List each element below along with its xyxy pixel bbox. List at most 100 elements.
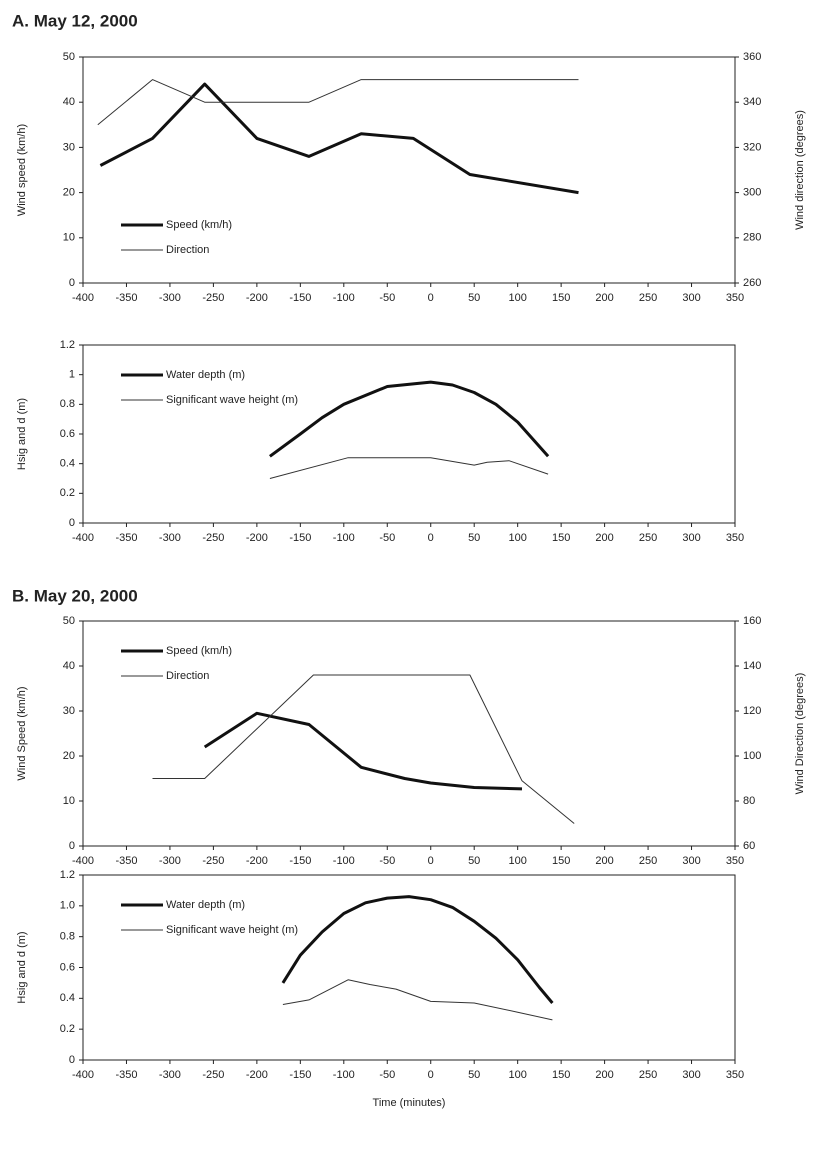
x-tick-label: 350 xyxy=(726,292,744,304)
legend-label: Direction xyxy=(166,244,209,256)
y-tick-label: 0 xyxy=(69,1054,75,1066)
legend-label: Speed (km/h) xyxy=(166,645,232,657)
x-tick-label: 250 xyxy=(639,1069,657,1081)
x-tick-label: 100 xyxy=(508,1069,526,1081)
x-tick-label: 150 xyxy=(552,855,570,867)
x-tick-label: 100 xyxy=(508,532,526,544)
x-tick-label: -150 xyxy=(289,532,311,544)
y2-tick-label: 320 xyxy=(743,141,761,153)
legend-label: Significant wave height (m) xyxy=(166,924,298,936)
x-tick-label: 150 xyxy=(552,532,570,544)
x-tick-label: 350 xyxy=(726,1069,744,1081)
x-tick-label: 250 xyxy=(639,292,657,304)
y-tick-label: 0.8 xyxy=(60,398,75,410)
x-tick-label: -50 xyxy=(379,532,395,544)
x-tick-label: 150 xyxy=(552,1069,570,1081)
y2-tick-label: 100 xyxy=(743,750,761,762)
section-title: A. May 12, 2000 xyxy=(12,11,138,30)
x-tick-label: 200 xyxy=(595,1069,613,1081)
legend-label: Water depth (m) xyxy=(166,369,245,381)
x-tick-label: 300 xyxy=(682,1069,700,1081)
y-tick-label: 1.2 xyxy=(60,339,75,351)
x-tick-label: 350 xyxy=(726,532,744,544)
x-tick-label: 300 xyxy=(682,532,700,544)
y-tick-label: 30 xyxy=(63,141,75,153)
y-tick-label: 1.2 xyxy=(60,869,75,881)
y-tick-label: 0.8 xyxy=(60,931,75,943)
y-tick-label: 0.6 xyxy=(60,428,75,440)
x-tick-label: -200 xyxy=(246,1069,268,1081)
x-tick-label: 250 xyxy=(639,532,657,544)
x-tick-label: -100 xyxy=(333,292,355,304)
y-tick-label: 10 xyxy=(63,232,75,244)
y-axis-label: Hsig and d (m) xyxy=(16,931,28,1003)
x-tick-label: 200 xyxy=(595,855,613,867)
x-tick-label: -400 xyxy=(72,855,94,867)
y-tick-label: 1 xyxy=(69,369,75,381)
y2-axis-label: Wind Direction (degrees) xyxy=(794,673,806,795)
y-tick-label: 0 xyxy=(69,840,75,852)
x-tick-label: 300 xyxy=(682,292,700,304)
x-tick-label: -100 xyxy=(333,1069,355,1081)
x-tick-label: -150 xyxy=(289,292,311,304)
y-tick-label: 50 xyxy=(63,615,75,627)
y-tick-label: 0.4 xyxy=(60,992,75,1004)
x-tick-label: -150 xyxy=(289,1069,311,1081)
section-title: B. May 20, 2000 xyxy=(12,586,138,605)
x-tick-label: 0 xyxy=(428,855,434,867)
x-tick-label: -300 xyxy=(159,292,181,304)
legend-label: Direction xyxy=(166,670,209,682)
x-tick-label: 50 xyxy=(468,292,480,304)
x-tick-label: -50 xyxy=(379,1069,395,1081)
legend-label: Water depth (m) xyxy=(166,899,245,911)
y-tick-label: 0.2 xyxy=(60,487,75,499)
y2-tick-label: 300 xyxy=(743,187,761,199)
x-tick-label: 50 xyxy=(468,1069,480,1081)
y-tick-label: 0.2 xyxy=(60,1023,75,1035)
legend-label: Speed (km/h) xyxy=(166,219,232,231)
x-tick-label: -50 xyxy=(379,855,395,867)
x-tick-label: -250 xyxy=(202,855,224,867)
x-tick-label: -250 xyxy=(202,292,224,304)
x-tick-label: -400 xyxy=(72,1069,94,1081)
plot-frame xyxy=(82,620,736,847)
x-tick-label: 350 xyxy=(726,855,744,867)
x-tick-label: -400 xyxy=(72,292,94,304)
y2-tick-label: 80 xyxy=(743,795,755,807)
x-tick-label: -300 xyxy=(159,532,181,544)
y-axis-label: Wind Speed (km/h) xyxy=(16,686,28,780)
legend-label: Significant wave height (m) xyxy=(166,394,298,406)
x-tick-label: -200 xyxy=(246,292,268,304)
x-tick-label: 50 xyxy=(468,532,480,544)
y2-tick-label: 260 xyxy=(743,277,761,289)
x-tick-label: 200 xyxy=(595,532,613,544)
x-tick-label: 300 xyxy=(682,855,700,867)
x-tick-label: -200 xyxy=(246,855,268,867)
x-tick-label: 0 xyxy=(428,532,434,544)
x-tick-label: -150 xyxy=(289,855,311,867)
x-tick-label: -250 xyxy=(202,1069,224,1081)
x-tick-label: -350 xyxy=(115,532,137,544)
y-tick-label: 0.6 xyxy=(60,961,75,973)
x-tick-label: 50 xyxy=(468,855,480,867)
x-tick-label: 200 xyxy=(595,292,613,304)
x-tick-label: 250 xyxy=(639,855,657,867)
y2-axis-label: Wind direction (degrees) xyxy=(794,110,806,230)
y-tick-label: 10 xyxy=(63,795,75,807)
x-tick-label: -250 xyxy=(202,532,224,544)
y-tick-label: 40 xyxy=(63,660,75,672)
x-tick-label: -300 xyxy=(159,1069,181,1081)
y2-tick-label: 360 xyxy=(743,51,761,63)
x-tick-label: -50 xyxy=(379,292,395,304)
x-tick-label: 100 xyxy=(508,855,526,867)
y-tick-label: 0 xyxy=(69,517,75,529)
series-line xyxy=(203,711,523,791)
y-tick-label: 20 xyxy=(63,187,75,199)
x-tick-label: 0 xyxy=(428,1069,434,1081)
x-tick-label: 0 xyxy=(428,292,434,304)
y-tick-label: 30 xyxy=(63,705,75,717)
series-line xyxy=(281,895,554,1004)
y2-tick-label: 140 xyxy=(743,660,761,672)
x-tick-label: -200 xyxy=(246,532,268,544)
